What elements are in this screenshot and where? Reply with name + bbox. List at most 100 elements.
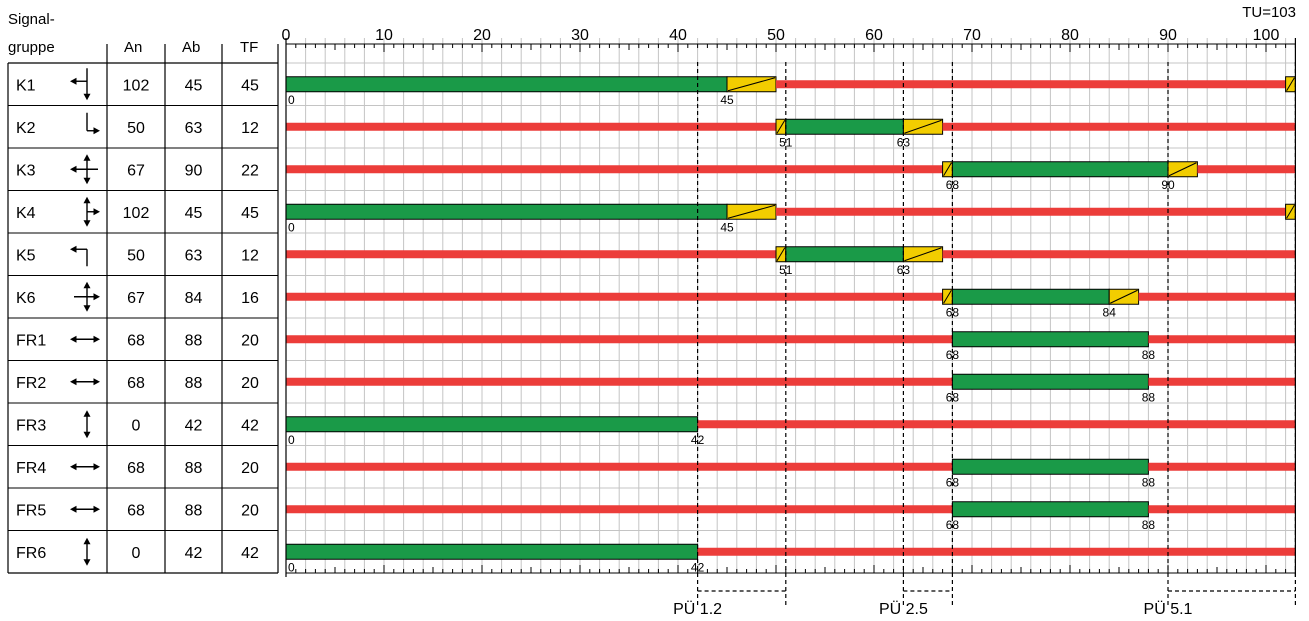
header-signal-line2: gruppe (8, 39, 55, 56)
signal-row: K4 102 45 45 0 45 (16, 196, 1296, 234)
red-phase (942, 122, 1296, 131)
red-phase (286, 505, 953, 514)
signal-row: FR6 0 42 420 42 (16, 537, 1296, 574)
double-arrow-horizontal-icon (70, 378, 100, 386)
signal-ab: 45 (185, 77, 203, 94)
red-phase (286, 250, 776, 259)
amber-phase-diagonal (776, 119, 786, 134)
table-lines (7, 44, 279, 574)
signal-name: FR5 (16, 502, 46, 519)
red-phase (776, 80, 1286, 89)
arrow-down-right-icon (86, 112, 100, 135)
axis-tick-label: 10 (375, 27, 393, 44)
phase-time-label: 68 (946, 390, 960, 404)
amber-phase-diagonal (727, 204, 776, 219)
double-arrow-vertical-icon (83, 537, 91, 566)
axis-tick-label: 60 (865, 27, 883, 44)
phase-time-label: 45 (720, 220, 734, 234)
phase-time-label: 63 (897, 263, 911, 277)
red-phase (1148, 462, 1296, 471)
signal-name: K1 (16, 77, 36, 94)
signal-an: 0 (132, 545, 141, 562)
header-an: An (124, 39, 142, 56)
arrow-left-down-icon (70, 68, 91, 101)
signal-ab: 90 (185, 162, 203, 179)
signal-name: FR4 (16, 460, 46, 477)
signal-an: 68 (127, 460, 145, 477)
red-phase (776, 207, 1286, 216)
phase-time-label: 0 (288, 433, 295, 447)
signal-an: 68 (127, 332, 145, 349)
green-phase (951, 458, 1149, 475)
cycle-time-label: TU=103 (1242, 4, 1296, 21)
signal-ab: 88 (185, 332, 203, 349)
double-arrow-horizontal-icon (70, 335, 100, 343)
signal-tf: 20 (241, 332, 259, 349)
signal-tf: 45 (241, 205, 259, 222)
transition-label: PÜ 2.5 (879, 600, 928, 618)
red-phase (697, 547, 1296, 556)
axis-tick-label: 30 (571, 27, 589, 44)
amber-phase-diagonal (1109, 289, 1138, 304)
signal-an: 67 (127, 290, 145, 307)
signal-tf: 22 (241, 162, 259, 179)
signal-an: 68 (127, 502, 145, 519)
signal-ab: 88 (185, 375, 203, 392)
signal-row: FR2 68 88 20 68 88 (16, 373, 1296, 404)
grid (285, 38, 1296, 574)
red-phase (286, 462, 953, 471)
axis-tick-label: 50 (767, 27, 785, 44)
signal-tf: 20 (241, 375, 259, 392)
green-phase (285, 416, 699, 433)
double-arrow-vertical-icon (83, 410, 91, 439)
red-phase (1148, 335, 1296, 344)
signal-row: K5 50 63 12 51 63 (16, 245, 1296, 277)
axis-tick-label: 100 (1253, 27, 1280, 44)
red-phase (1197, 165, 1296, 174)
phase-time-label: 84 (1103, 305, 1117, 319)
signal-tf: 42 (241, 545, 259, 562)
phase-time-label: 68 (946, 348, 960, 362)
signal-tf: 12 (241, 247, 259, 264)
phase-time-label: 51 (779, 263, 793, 277)
green-phase (951, 288, 1110, 305)
phase-transitions: PÜ 1.2 PÜ 2.5 PÜ 5.1 (673, 62, 1297, 618)
phase-transition: PÜ 5.1 (1144, 62, 1297, 618)
signal-ab: 42 (185, 417, 203, 434)
transition-label: PÜ 5.1 (1144, 600, 1193, 618)
green-phase (951, 373, 1149, 390)
amber-phase-diagonal (904, 247, 942, 262)
signal-an: 67 (127, 162, 145, 179)
phase-time-label: 42 (691, 433, 705, 447)
header-signal-line1: Signal- (8, 11, 55, 28)
axis-tick-label: 70 (963, 27, 981, 44)
red-phase (286, 377, 953, 386)
phase-time-label: 0 (288, 93, 295, 107)
phase-transition: PÜ 2.5 (879, 62, 954, 618)
red-phase (942, 250, 1296, 259)
signal-ab: 63 (185, 120, 203, 137)
axis-tick-label: 20 (473, 27, 491, 44)
signal-ab: 88 (185, 460, 203, 477)
phase-time-label: 88 (1142, 348, 1156, 362)
axis-tick-label: 40 (669, 27, 687, 44)
red-phase (286, 165, 943, 174)
amber-phase-diagonal (943, 162, 952, 177)
signal-name: K5 (16, 247, 36, 264)
red-phase (1138, 292, 1296, 301)
green-phase (785, 246, 904, 263)
signal-ab: 45 (185, 205, 203, 222)
signal-name: K3 (16, 162, 36, 179)
phase-time-label: 88 (1142, 390, 1156, 404)
signal-name: K4 (16, 205, 36, 222)
header-ab: Ab (182, 39, 200, 56)
transition-label: PÜ 1.2 (673, 600, 722, 618)
signal-an: 102 (123, 205, 150, 222)
amber-phase-diagonal (1286, 77, 1295, 92)
